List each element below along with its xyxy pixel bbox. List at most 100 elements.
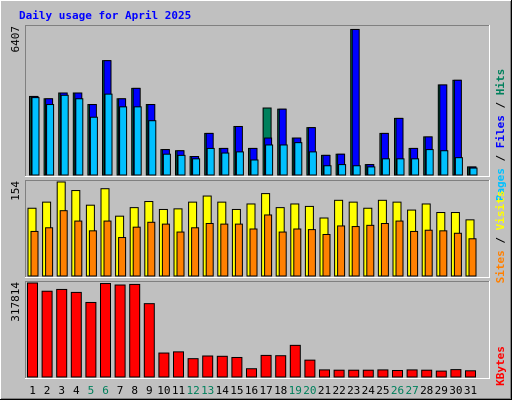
sites-bar — [307, 229, 316, 277]
mid-max-label: 154 — [9, 181, 22, 201]
day-label: 25 — [376, 384, 389, 397]
day-labels: 1 2 3 4 5 6 7 8 9 10 11 12 13 14 15 16 17 18 19 20 21 22 23 24 2… — [29, 384, 477, 397]
legend-kbytes: KBytes — [494, 346, 507, 386]
day-label: 19 — [289, 384, 302, 397]
sites-bar — [380, 223, 389, 277]
legend-sites-visits: Sites / Visits — [494, 191, 507, 284]
day-label: 13 — [201, 384, 214, 397]
pages-bar — [440, 150, 449, 176]
legend-sites: Sites — [494, 250, 507, 283]
pages-bar — [119, 106, 128, 176]
bot-max-label: 317814 — [9, 282, 22, 322]
kbytes-bar — [435, 370, 447, 378]
day-label: 21 — [318, 384, 331, 397]
pages-bar — [338, 164, 347, 176]
kbytes-bar — [231, 356, 243, 378]
day-label: 11 — [172, 384, 185, 397]
legend-pages-files-hits: Pages / Files / Hits — [494, 69, 507, 202]
day-label: 27 — [405, 384, 418, 397]
pages-bar — [411, 158, 420, 176]
kbytes-bar — [216, 355, 228, 378]
kbytes-bar — [158, 352, 170, 378]
pages-bar — [89, 116, 98, 176]
sites-bar — [278, 231, 287, 277]
sites-bar — [205, 223, 214, 277]
chart-title: Daily usage for April 2025 — [19, 9, 191, 22]
day-label: 14 — [216, 384, 230, 397]
sites-bar — [88, 230, 97, 277]
kbytes-bar — [85, 301, 97, 378]
sites-bar — [234, 223, 243, 277]
pages-bar — [75, 98, 84, 176]
sites-bar — [74, 220, 83, 277]
pages-bar — [294, 142, 303, 176]
sites-bar — [322, 233, 331, 277]
pages-bar — [425, 149, 434, 176]
kbytes-bar — [333, 369, 345, 378]
day-label: 22 — [332, 384, 345, 397]
sites-bar — [103, 220, 112, 277]
kbytes-bar — [421, 369, 433, 378]
pages-bar — [279, 144, 288, 176]
day-label: 1 — [29, 384, 36, 397]
kbytes-bar — [129, 283, 141, 378]
sites-bar — [439, 230, 448, 277]
sites-bar — [337, 225, 346, 277]
sites-bar — [30, 230, 39, 277]
day-label: 17 — [259, 384, 272, 397]
kbytes-bar — [450, 369, 462, 378]
kbytes-bar — [406, 369, 418, 378]
pages-bar — [265, 144, 274, 176]
sites-bar — [249, 228, 258, 277]
sites-bar — [395, 220, 404, 277]
day-label: 2 — [44, 384, 51, 397]
sites-bar — [161, 223, 170, 277]
sites-bar — [366, 224, 375, 277]
legend-hits: Hits — [494, 69, 507, 96]
sites-bar — [118, 237, 127, 277]
pages-bar — [177, 154, 186, 176]
sites-bar — [453, 232, 462, 277]
kbytes-bar — [70, 291, 82, 378]
legend-sep: / — [494, 230, 507, 250]
sites-bar — [220, 223, 229, 277]
kbytes-bar — [348, 369, 360, 378]
pages-bar — [192, 158, 201, 176]
kbytes-bar — [27, 282, 38, 378]
day-label: 10 — [157, 384, 170, 397]
pages-bar — [31, 97, 40, 176]
legend-visits: Visits — [494, 191, 507, 231]
pages-bar — [396, 158, 405, 176]
kbytes-bar — [392, 369, 403, 378]
pages-bar — [206, 147, 215, 176]
pages-bar — [221, 152, 230, 176]
sites-bar — [424, 229, 433, 277]
kbytes-bar — [100, 283, 111, 378]
legend-kbytes: KBytes — [494, 346, 507, 386]
kbytes-bar — [202, 355, 214, 378]
day-label: 18 — [274, 384, 287, 397]
pages-bar — [454, 157, 463, 176]
legend-sep: / — [494, 95, 507, 115]
legend-files: Files — [494, 115, 507, 148]
pages-bar — [367, 166, 376, 176]
day-label: 5 — [88, 384, 95, 397]
kbytes-bar — [114, 284, 126, 378]
kbytes-bar — [173, 351, 184, 378]
pages-bar — [133, 106, 142, 176]
pages-bar — [469, 167, 478, 176]
pages-bar — [308, 151, 317, 176]
pages-bar — [148, 120, 157, 176]
sites-bar — [264, 214, 273, 277]
sites-bar — [351, 226, 360, 277]
pages-bar — [46, 104, 55, 176]
day-label: 8 — [131, 384, 138, 397]
pages-bar — [235, 151, 244, 176]
sites-bar — [132, 226, 141, 277]
day-label: 4 — [73, 384, 80, 397]
kbytes-bar — [187, 358, 199, 378]
day-label: 31 — [464, 384, 477, 397]
kbytes-bar — [362, 369, 374, 378]
day-label: 26 — [391, 384, 404, 397]
